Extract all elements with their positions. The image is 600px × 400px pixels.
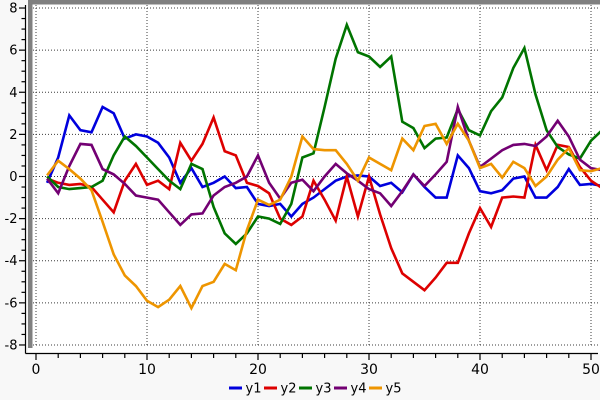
y-tick-label: -8 — [5, 338, 18, 353]
series-line-y1 — [45, 105, 600, 219]
x-tick-label: 50 — [582, 362, 600, 378]
legend-item-y2: y2 — [264, 382, 296, 397]
legend-item-y4: y4 — [334, 382, 366, 397]
legend-label-y2: y2 — [281, 382, 297, 397]
series-lines — [45, 21, 600, 311]
legend: y1 y2 y3 y4 y5 — [229, 382, 401, 397]
series-line-y4 — [46, 101, 600, 227]
y-tick-label: 2 — [9, 128, 17, 143]
legend-swatch-y5 — [369, 386, 382, 390]
legend-item-y1: y1 — [229, 382, 261, 397]
series-line-y3 — [46, 21, 600, 246]
legend-label-y1: y1 — [246, 382, 262, 397]
y-tick-label: 0 — [9, 170, 17, 185]
legend-swatch-y3 — [299, 386, 312, 390]
y-tick-label: -2 — [5, 212, 18, 227]
y-tick-label: 8 — [9, 2, 17, 17]
legend-swatch-y2 — [264, 386, 277, 390]
legend-label-y5: y5 — [386, 382, 402, 397]
y-tick-label: -4 — [5, 254, 18, 269]
legend-item-y5: y5 — [369, 382, 401, 397]
series-line-y2 — [46, 113, 600, 292]
y-tick-label: 4 — [9, 86, 17, 101]
legend-swatch-y1 — [229, 386, 242, 390]
legend-swatch-y4 — [334, 386, 347, 390]
grid — [33, 5, 598, 346]
x-tick-label: 10 — [138, 362, 156, 378]
y-tick-label: -6 — [5, 296, 18, 311]
legend-label-y4: y4 — [351, 382, 367, 397]
x-tick-label: 0 — [32, 362, 41, 378]
y-tick-label: 6 — [9, 44, 17, 59]
plot-area — [28, 0, 600, 354]
frame-border-left — [28, 0, 33, 348]
series-line-y5 — [46, 121, 600, 311]
x-tick-label: 20 — [249, 362, 267, 378]
frame-border-top — [28, 0, 600, 5]
axes — [19, 5, 598, 360]
legend-label-y3: y3 — [316, 382, 332, 397]
x-tick-label: 30 — [360, 362, 378, 378]
x-tick-label: 40 — [471, 362, 489, 378]
legend-item-y3: y3 — [299, 382, 331, 397]
